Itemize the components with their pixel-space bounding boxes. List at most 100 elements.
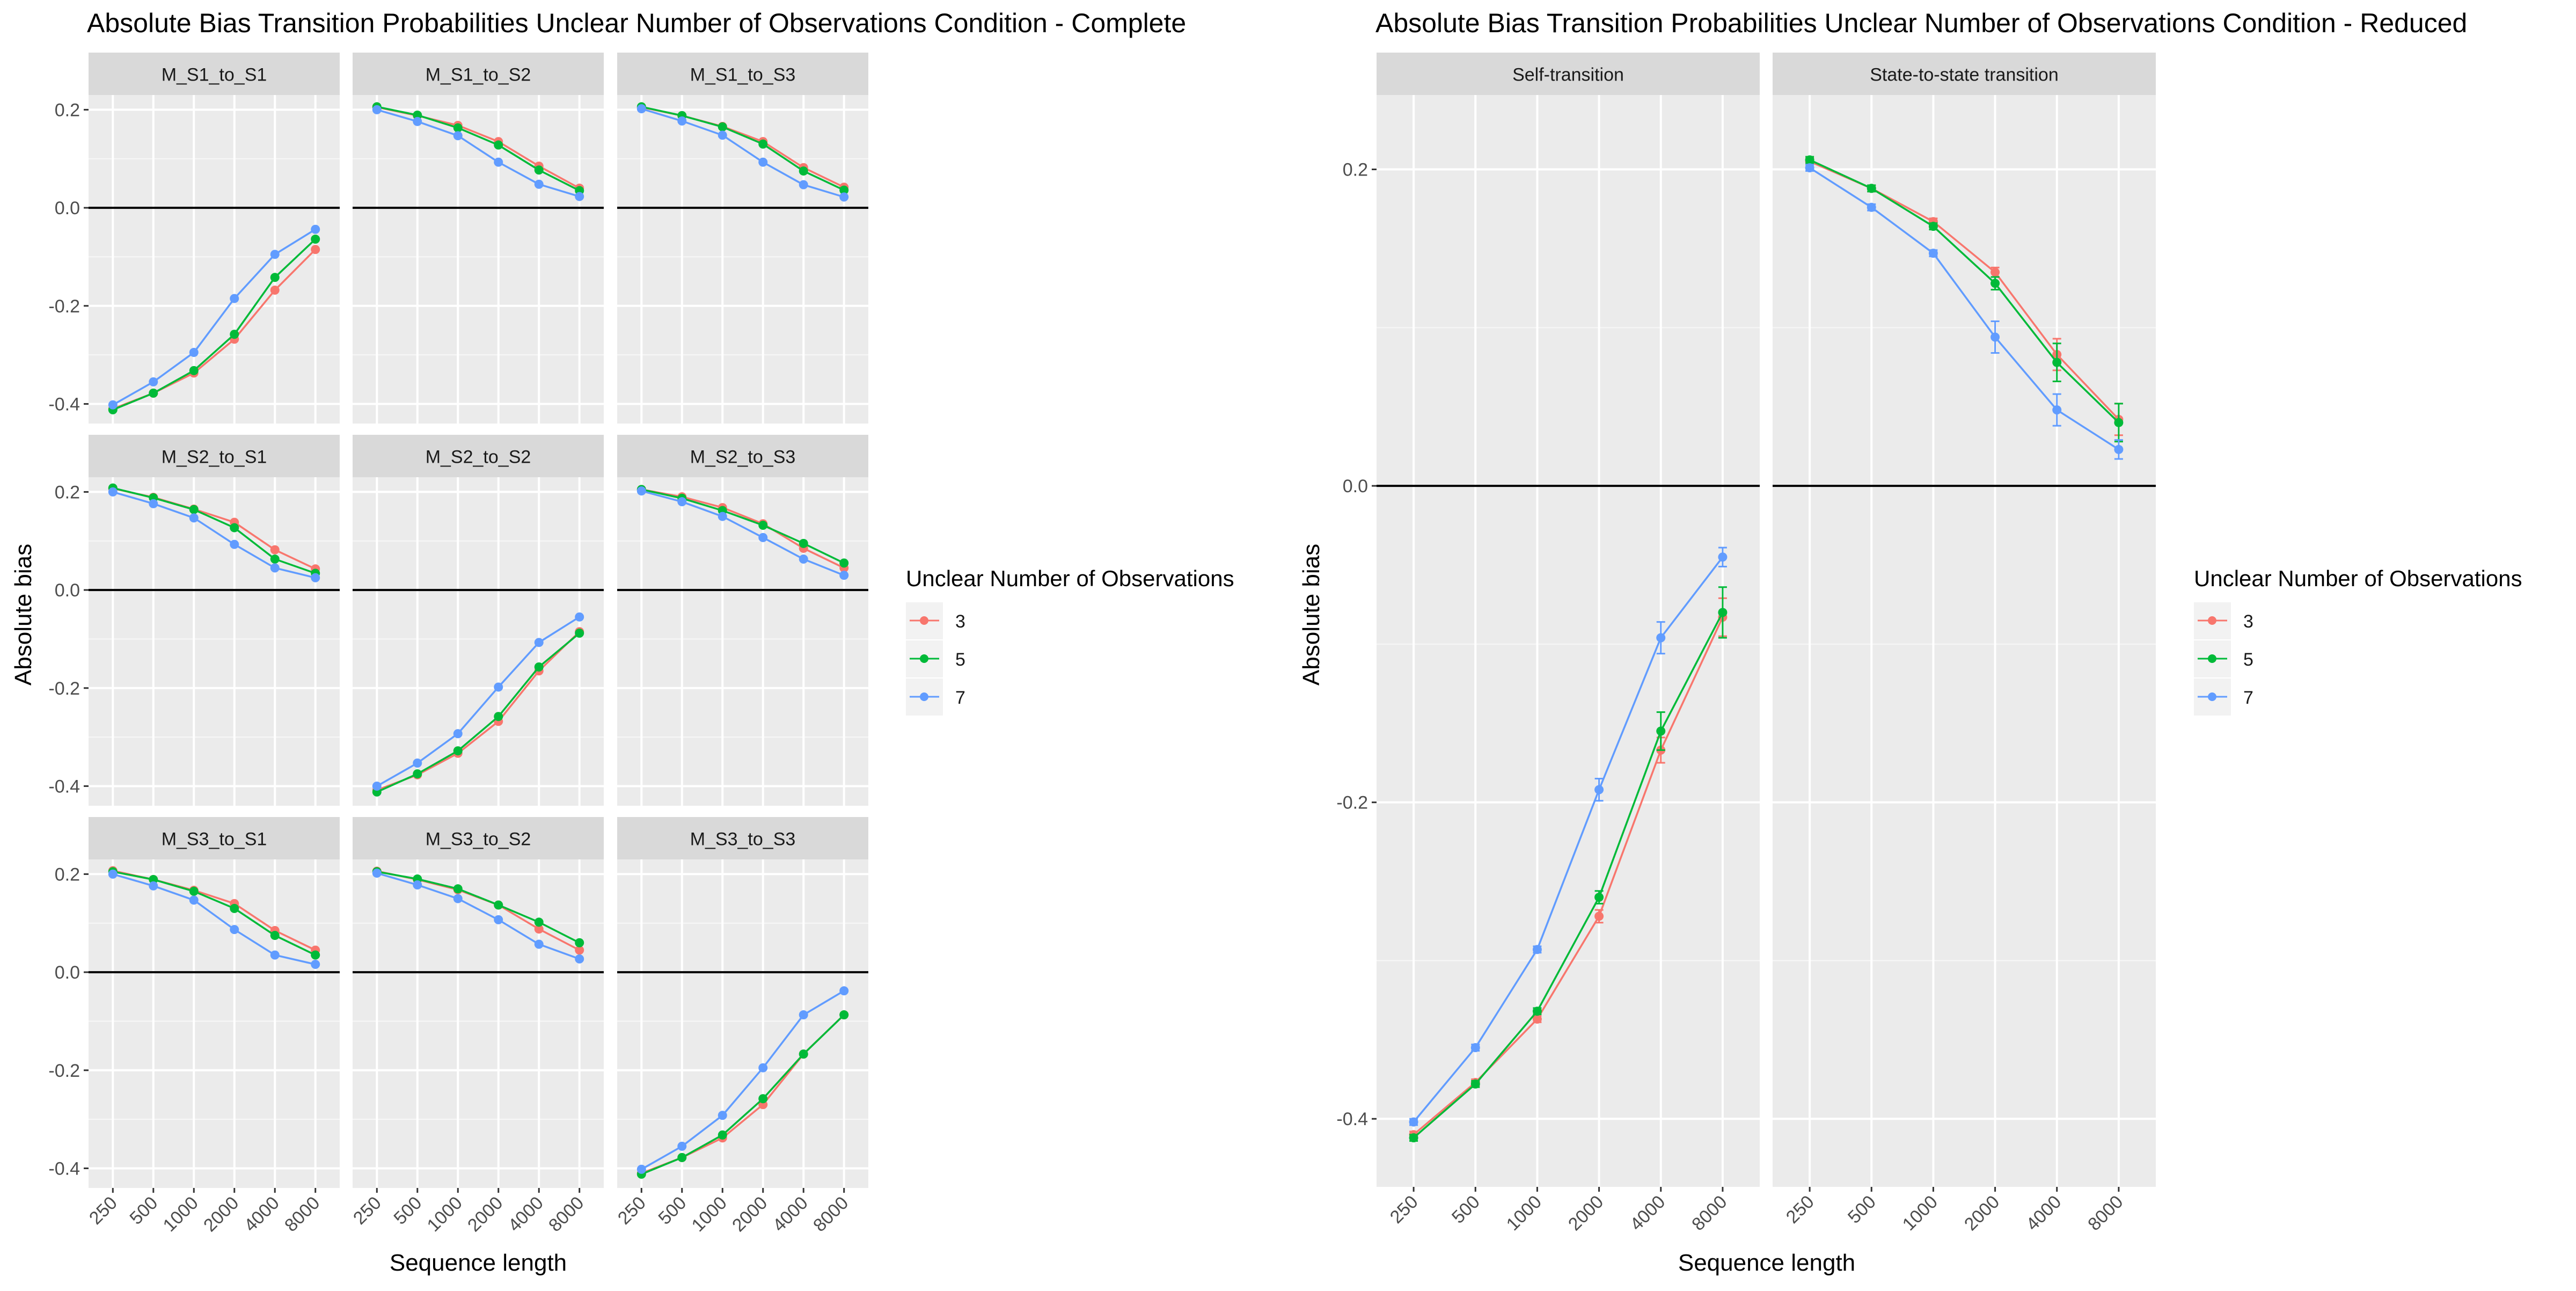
data-point [575,945,584,955]
x-tick-label: 1000 [1503,1192,1546,1235]
data-point [534,662,544,672]
facet-strip [89,435,340,477]
data-point [494,712,503,721]
data-point [758,1094,768,1104]
data-point [1594,911,1604,921]
data-point [1805,155,1814,165]
data-point [189,895,199,905]
panels-complete: M_S1_to_S1 -0.4 -0.2 0.0 0.2 M_S1_to_S2 M_S1_t… [48,53,868,1236]
y-axis-label: Absolute bias [10,544,36,685]
legend-label: 5 [955,650,965,670]
data-point [534,165,544,175]
panel-background [89,477,340,806]
data-point [2052,358,2062,367]
data-point [270,286,280,295]
x-tick-label: 8000 [281,1193,324,1236]
y-tick-label: 0.2 [55,482,80,502]
y-tick-label: 0.2 [55,100,80,120]
data-point [1805,163,1814,173]
data-point [270,250,280,259]
y-tick-label: -0.4 [48,394,80,414]
data-point [718,1130,727,1140]
data-point [230,330,239,339]
facet-label: Self-transition [1512,65,1624,85]
series-line-5 [1809,159,2120,424]
data-point [1470,1043,1480,1053]
facet-strip [617,435,868,477]
x-axis-label: Sequence length [390,1250,567,1276]
y-tick-label: -0.4 [48,1158,80,1179]
series-line-7 [376,872,580,960]
x-tick-label: 4000 [1626,1192,1669,1235]
x-tick-label: 500 [1844,1192,1880,1228]
data-point [718,130,727,140]
panel-background [353,95,604,424]
chart-title: Absolute Bias Transition Probabilities U… [87,8,1186,38]
series-line-5 [376,632,580,793]
data-point [799,555,808,564]
series-line-7 [376,616,580,787]
facet-label: M_S1_to_S2 [426,65,531,85]
data-point [1867,184,1876,193]
series-line-7 [112,491,316,579]
chart-complete: Absolute Bias Transition Probabilities U… [10,8,1234,1276]
x-tick-label: 4000 [240,1193,283,1236]
x-tick-label: 4000 [2022,1192,2065,1235]
data-point [230,294,239,303]
facet-panel: M_S1_to_S2 [353,53,604,424]
data-point [311,235,320,244]
panel-background [353,477,604,806]
x-tick-label: 250 [1386,1192,1422,1228]
data-point [1532,945,1542,954]
x-tick-label: 4000 [769,1193,812,1236]
x-tick-label: 2000 [1564,1192,1607,1235]
data-point [230,539,239,549]
legend-key-point [2208,692,2216,701]
data-point [494,915,503,924]
data-point [799,166,808,176]
y-tick-label: -0.4 [48,776,80,797]
legend-item: 7 [2194,679,2253,716]
x-tick-label: 1000 [1899,1192,1942,1235]
data-point [270,273,280,282]
data-point [453,894,463,903]
data-point [758,157,768,167]
series-line-5 [1413,612,1724,1139]
x-tick-label: 500 [1448,1192,1484,1228]
x-tick-label: 250 [614,1193,650,1229]
data-point [636,1164,646,1174]
data-point [839,185,849,195]
facet-label: M_S2_to_S1 [162,447,267,468]
data-point [1718,608,1728,617]
y-tick-label: 0.0 [55,580,80,601]
data-point [270,931,280,940]
legend-key-point [920,692,928,701]
data-point [799,180,808,189]
x-tick-label: 250 [85,1193,121,1229]
data-point [799,538,808,548]
x-tick-label: 1000 [423,1193,466,1236]
facet-panel: M_S2_to_S1 -0.4 -0.2 0.0 0.2 [48,435,340,806]
data-point [453,746,463,756]
data-point [718,512,727,521]
series-line-7 [641,990,845,1170]
data-point [372,105,382,114]
data-point [189,348,199,358]
data-point [108,487,118,497]
data-point [534,179,544,189]
data-point [453,123,463,133]
series-line-7 [1809,167,2119,450]
data-point [494,140,503,150]
data-point [575,192,584,201]
facet-strip [89,53,340,95]
legend-item: 7 [906,679,965,716]
chart-reduced: Absolute Bias Transition Probabilities U… [1298,8,2522,1276]
legend-reduced: 3 5 7 [2194,602,2253,716]
data-point [2052,405,2062,415]
x-tick-label: 2000 [728,1193,771,1236]
y-tick-label: 0.2 [55,864,80,885]
facet-panel: Self-transition -0.4 -0.2 0.0 0.2 250 500 1000 2… [1336,53,1760,1235]
